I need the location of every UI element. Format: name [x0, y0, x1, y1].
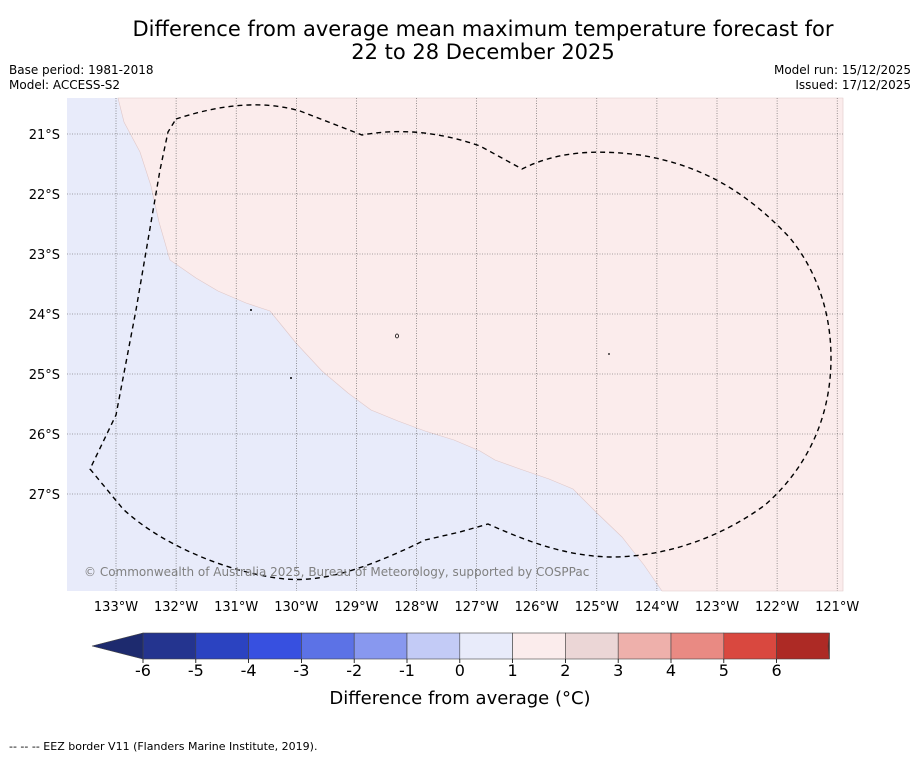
latitude-labels: 21°S 22°S 23°S 24°S 25°S 26°S 27°S	[29, 128, 60, 503]
longitude-label: 127°W	[455, 600, 499, 615]
colorbar-tick-label: -5	[188, 661, 204, 680]
colorbar-segment	[353, 632, 408, 660]
warm-region	[117, 97, 844, 592]
colorbar-tick-label: -4	[241, 661, 257, 680]
colorbar-segment	[776, 632, 830, 660]
model-name: Model: ACCESS-S2	[9, 78, 121, 92]
colorbar-under-arrow	[91, 632, 144, 660]
colorbar-tick-label: 4	[666, 661, 676, 680]
colorbar-segment	[406, 632, 461, 660]
model-run: Model run: 15/12/2025	[773, 63, 911, 77]
colorbar-segment	[670, 632, 725, 660]
island-marker	[608, 353, 610, 355]
island-marker	[290, 377, 292, 379]
colorbar-segment	[195, 632, 249, 660]
meta-left: Base period: 1981-2018 Model: ACCESS-S2	[9, 63, 154, 93]
longitude-label: 121°W	[815, 600, 859, 615]
longitude-label: 131°W	[214, 600, 258, 615]
colorbar-tick-label: 1	[508, 661, 518, 680]
longitude-label: 130°W	[274, 600, 318, 615]
colorbar-over-arrow	[827, 632, 830, 660]
colorbar-tick-label: -1	[399, 661, 415, 680]
credit-text: © Commonwealth of Australia 2025, Bureau…	[84, 565, 590, 579]
colorbar	[91, 632, 830, 660]
colorbar-segment	[142, 632, 197, 660]
longitude-label: 123°W	[695, 600, 739, 615]
colorbar-label: Difference from average (°C)	[329, 688, 591, 709]
colorbar-tick-label: -6	[135, 661, 151, 680]
meta-right: Model run: 15/12/2025 Issued: 17/12/2025	[774, 63, 911, 93]
colorbar-segment	[565, 632, 619, 660]
latitude-label: 27°S	[29, 488, 60, 503]
longitude-label: 133°W	[94, 600, 138, 615]
longitude-label: 125°W	[575, 600, 619, 615]
island-marker	[395, 333, 399, 339]
colorbar-tick-label: 6	[772, 661, 782, 680]
longitude-labels: 133°W 132°W 131°W 130°W 129°W 128°W 127°W 126°W…	[94, 600, 860, 615]
longitude-label: 132°W	[154, 600, 198, 615]
colorbar-tick-label: 3	[613, 661, 623, 680]
colorbar-segment	[723, 632, 777, 660]
colorbar-segment	[617, 632, 672, 660]
title-line-2: 22 to 28 December 2025	[351, 40, 615, 64]
colorbar-tick-label: 2	[560, 661, 570, 680]
colorbar-segment	[248, 632, 302, 660]
issued-date: Issued: 17/12/2025	[795, 78, 911, 92]
colorbar-segment	[459, 632, 513, 660]
colorbar-segment	[512, 632, 566, 660]
longitude-label: 126°W	[515, 600, 559, 615]
colorbar-segment	[301, 632, 355, 660]
colorbar-tick-label: -3	[293, 661, 309, 680]
colorbar-ticks: -6 -5 -4 -3 -2 -1 0 1 2 3 4 5 6	[135, 659, 782, 680]
latitude-label: 25°S	[29, 368, 60, 383]
island-marker	[250, 309, 252, 311]
longitude-label: 128°W	[394, 600, 438, 615]
title-line-1: Difference from average mean maximum tem…	[132, 17, 834, 41]
latitude-label: 26°S	[29, 428, 60, 443]
latitude-label: 22°S	[29, 188, 60, 203]
colorbar-tick-label: 0	[455, 661, 465, 680]
colorbar-tick-label: 5	[719, 661, 729, 680]
map-title: Difference from average mean maximum tem…	[0, 18, 919, 64]
longitude-label: 124°W	[635, 600, 679, 615]
latitude-label: 24°S	[29, 308, 60, 323]
gridlines	[67, 98, 843, 591]
latitude-label: 23°S	[29, 248, 60, 263]
latitude-label: 21°S	[29, 128, 60, 143]
footnote: -- -- -- EEZ border V11 (Flanders Marine…	[9, 740, 318, 753]
colorbar-tick-label: -2	[346, 661, 362, 680]
longitude-label: 129°W	[334, 600, 378, 615]
longitude-label: 122°W	[755, 600, 799, 615]
base-period: Base period: 1981-2018	[9, 63, 154, 77]
